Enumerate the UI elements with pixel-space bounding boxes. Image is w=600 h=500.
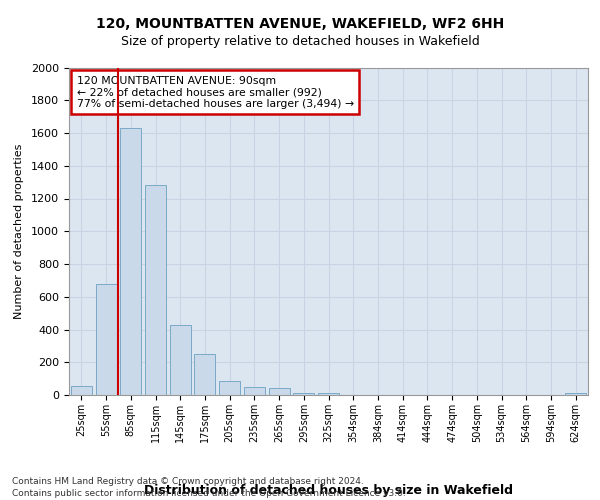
Bar	[244, 387, 265, 395]
Bar	[95, 284, 116, 395]
Bar	[318, 394, 339, 395]
Text: Contains HM Land Registry data © Crown copyright and database right 2024.: Contains HM Land Registry data © Crown c…	[12, 478, 364, 486]
X-axis label: Distribution of detached houses by size in Wakefield: Distribution of detached houses by size …	[144, 484, 513, 496]
Bar	[170, 324, 191, 395]
Bar	[120, 128, 141, 395]
Bar	[145, 186, 166, 395]
Bar	[219, 381, 240, 395]
Text: 120 MOUNTBATTEN AVENUE: 90sqm
← 22% of detached houses are smaller (992)
77% of : 120 MOUNTBATTEN AVENUE: 90sqm ← 22% of d…	[77, 76, 354, 109]
Bar	[269, 388, 290, 395]
Bar	[71, 386, 92, 395]
Bar	[565, 392, 586, 395]
Bar	[194, 354, 215, 395]
Text: 120, MOUNTBATTEN AVENUE, WAKEFIELD, WF2 6HH: 120, MOUNTBATTEN AVENUE, WAKEFIELD, WF2 …	[96, 18, 504, 32]
Y-axis label: Number of detached properties: Number of detached properties	[14, 144, 24, 319]
Text: Contains public sector information licensed under the Open Government Licence v3: Contains public sector information licen…	[12, 489, 406, 498]
Bar	[293, 394, 314, 395]
Text: Size of property relative to detached houses in Wakefield: Size of property relative to detached ho…	[121, 35, 479, 48]
